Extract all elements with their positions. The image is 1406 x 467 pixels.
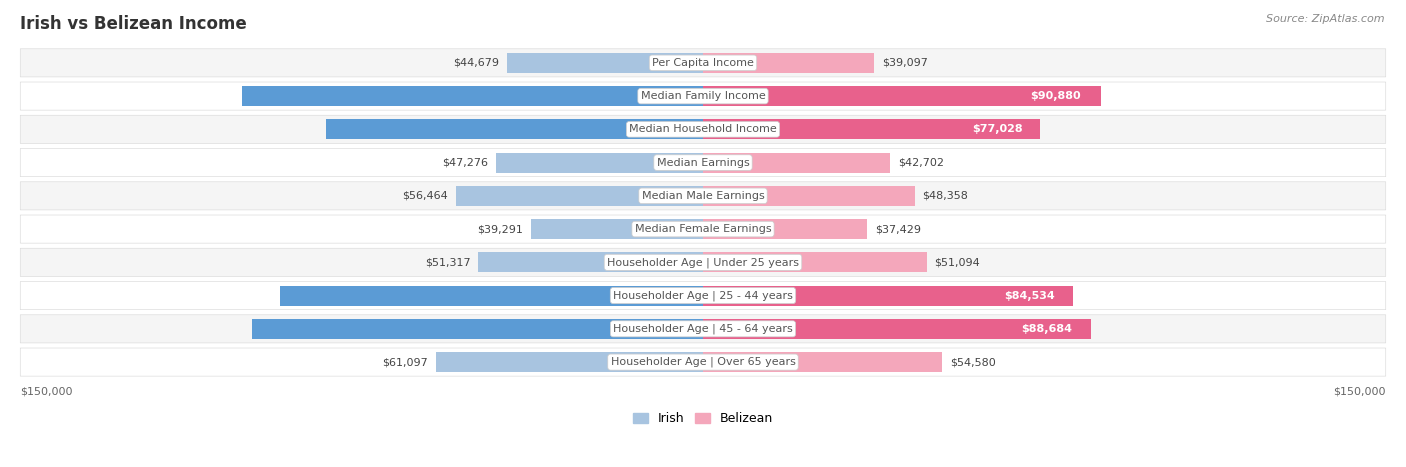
Bar xyxy=(478,252,703,272)
Legend: Irish, Belizean: Irish, Belizean xyxy=(628,407,778,430)
FancyBboxPatch shape xyxy=(20,115,1386,143)
Text: $77,028: $77,028 xyxy=(973,124,1024,134)
Bar xyxy=(436,352,703,372)
Bar xyxy=(703,219,868,239)
Bar xyxy=(703,286,1073,305)
FancyBboxPatch shape xyxy=(20,49,1386,77)
Text: $51,094: $51,094 xyxy=(935,257,980,267)
Bar xyxy=(703,319,1091,339)
Text: $48,358: $48,358 xyxy=(922,191,969,201)
Text: Householder Age | Under 25 years: Householder Age | Under 25 years xyxy=(607,257,799,268)
Bar xyxy=(508,53,703,73)
Text: $47,276: $47,276 xyxy=(443,157,488,168)
FancyBboxPatch shape xyxy=(20,182,1386,210)
Bar xyxy=(496,153,703,173)
FancyBboxPatch shape xyxy=(20,348,1386,376)
Text: Irish vs Belizean Income: Irish vs Belizean Income xyxy=(20,15,247,33)
Text: $105,453: $105,453 xyxy=(681,91,738,101)
Text: $88,684: $88,684 xyxy=(1021,324,1071,334)
Bar xyxy=(703,53,875,73)
Bar xyxy=(703,153,890,173)
Text: $84,534: $84,534 xyxy=(1004,290,1054,301)
FancyBboxPatch shape xyxy=(20,315,1386,343)
Text: Householder Age | 25 - 44 years: Householder Age | 25 - 44 years xyxy=(613,290,793,301)
Bar xyxy=(280,286,703,305)
Bar xyxy=(456,186,703,206)
FancyBboxPatch shape xyxy=(20,248,1386,276)
Text: Median Earnings: Median Earnings xyxy=(657,157,749,168)
Text: $61,097: $61,097 xyxy=(382,357,427,367)
FancyBboxPatch shape xyxy=(20,149,1386,177)
Text: $90,880: $90,880 xyxy=(1031,91,1081,101)
FancyBboxPatch shape xyxy=(20,82,1386,110)
Text: Householder Age | Over 65 years: Householder Age | Over 65 years xyxy=(610,357,796,368)
Text: Householder Age | 45 - 64 years: Householder Age | 45 - 64 years xyxy=(613,324,793,334)
Text: Per Capita Income: Per Capita Income xyxy=(652,58,754,68)
Text: Median Female Earnings: Median Female Earnings xyxy=(634,224,772,234)
Bar xyxy=(703,252,927,272)
Bar xyxy=(703,120,1040,139)
Bar xyxy=(252,319,703,339)
Bar xyxy=(703,186,915,206)
Text: $44,679: $44,679 xyxy=(454,58,499,68)
Bar xyxy=(703,86,1101,106)
Text: $86,145: $86,145 xyxy=(685,124,735,134)
Bar xyxy=(531,219,703,239)
Text: $42,702: $42,702 xyxy=(898,157,943,168)
Bar xyxy=(242,86,703,106)
Bar xyxy=(326,120,703,139)
Text: $54,580: $54,580 xyxy=(949,357,995,367)
Text: $96,730: $96,730 xyxy=(682,290,733,301)
FancyBboxPatch shape xyxy=(20,282,1386,310)
Text: Median Male Earnings: Median Male Earnings xyxy=(641,191,765,201)
Text: $39,291: $39,291 xyxy=(477,224,523,234)
Text: Source: ZipAtlas.com: Source: ZipAtlas.com xyxy=(1267,14,1385,24)
Text: Median Household Income: Median Household Income xyxy=(628,124,778,134)
FancyBboxPatch shape xyxy=(20,215,1386,243)
Bar xyxy=(703,352,942,372)
Text: $103,067: $103,067 xyxy=(681,324,738,334)
Text: $37,429: $37,429 xyxy=(875,224,921,234)
Text: $39,097: $39,097 xyxy=(882,58,928,68)
Text: Median Family Income: Median Family Income xyxy=(641,91,765,101)
Text: $56,464: $56,464 xyxy=(402,191,449,201)
Text: $51,317: $51,317 xyxy=(425,257,471,267)
